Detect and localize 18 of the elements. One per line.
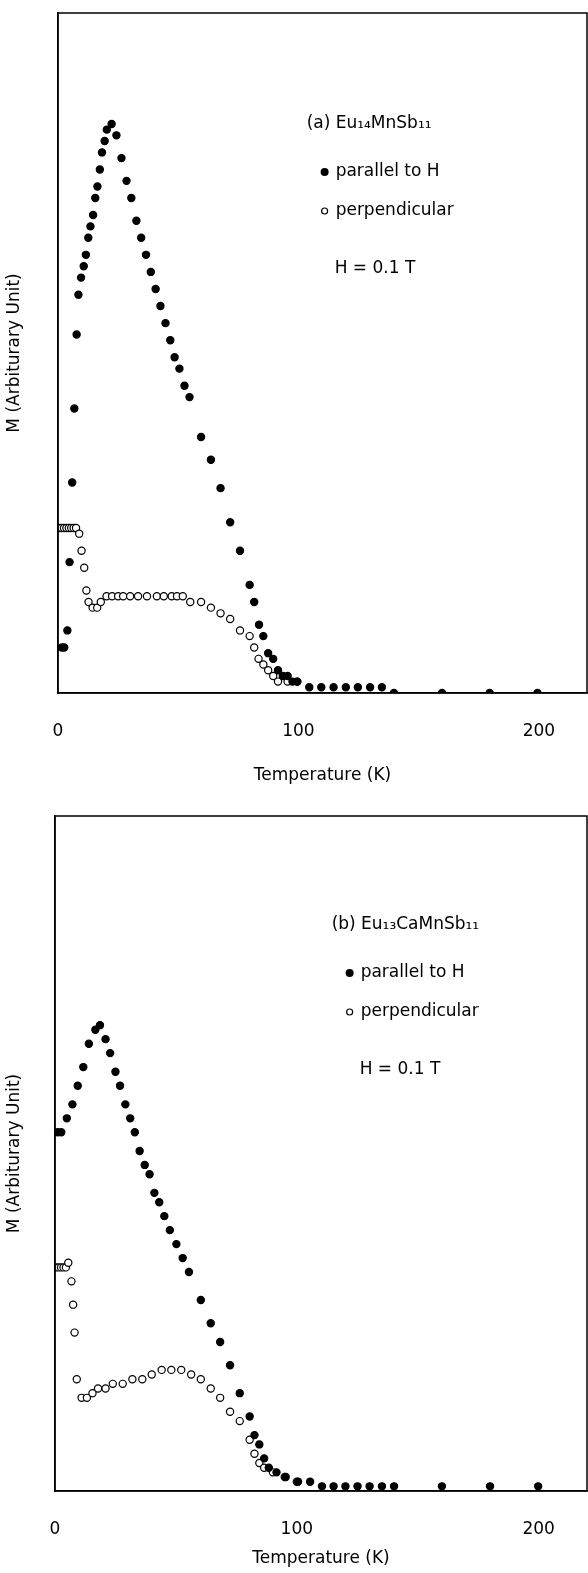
legend-label: perpendicular [360, 1000, 479, 1021]
y-axis-title: M (Arbiturary Unit) [2, 273, 23, 433]
x-axis-title: Temperature (K) [251, 1547, 390, 1568]
annotation: H = 0.1 T [334, 257, 416, 278]
legend-label: perpendicular [335, 199, 454, 220]
x-tick-label: 100 [282, 719, 315, 740]
chart-title: (a) Eu₁₄MnSb₁₁ [306, 112, 432, 133]
chart-title: (b) Eu₁₃CaMnSb₁₁ [331, 913, 480, 934]
x-tick-label: 0 [52, 719, 64, 740]
x-tick-label: 200 [522, 719, 556, 740]
annotation: H = 0.1 T [359, 1058, 441, 1079]
y-axis-title: M (Arbiturary Unit) [2, 1073, 23, 1234]
x-tick-label: 200 [522, 1517, 555, 1538]
x-tick-label: 0 [49, 1517, 61, 1538]
x-tick-label: 100 [280, 1517, 314, 1538]
x-axis-title: Temperature (K) [252, 764, 392, 785]
legend-label: parallel to H [360, 961, 465, 982]
legend-label: parallel to H [335, 160, 440, 181]
